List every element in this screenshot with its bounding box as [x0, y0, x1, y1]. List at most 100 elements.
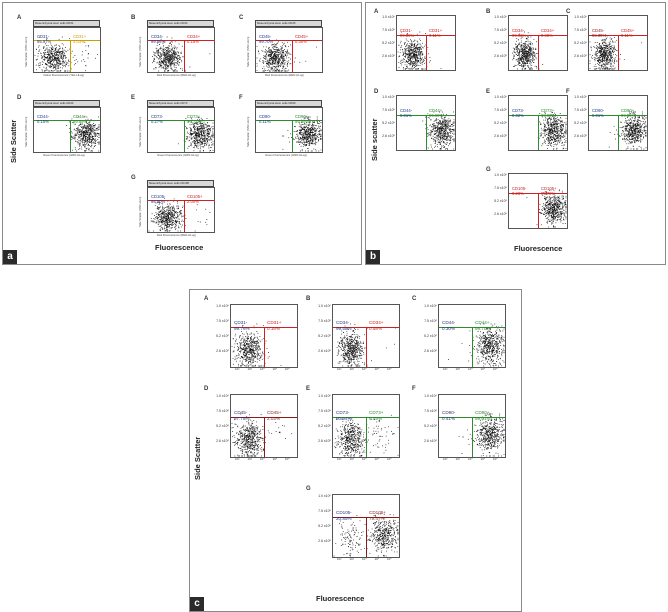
event-dot	[199, 128, 201, 130]
event-dot	[166, 50, 168, 51]
event-dot	[302, 136, 304, 138]
event-dot	[278, 70, 280, 72]
event-dot	[161, 54, 163, 56]
event-dot	[167, 207, 169, 209]
event-dot	[163, 55, 165, 57]
event-dot	[285, 68, 287, 70]
event-dot	[82, 126, 84, 128]
event-dot	[203, 128, 205, 130]
event-dot	[416, 53, 418, 55]
event-dot	[410, 38, 411, 40]
event-dot	[529, 63, 531, 64]
event-dot	[410, 67, 412, 69]
event-dot	[312, 126, 314, 128]
negative-gate-label: CD45- 99.70%	[259, 34, 274, 45]
event-dot	[514, 64, 516, 66]
event-dot	[90, 133, 92, 135]
event-dot	[163, 211, 165, 213]
event-dot	[272, 47, 274, 49]
event-dot	[170, 58, 172, 60]
event-dot	[158, 52, 160, 54]
event-dot	[98, 134, 100, 136]
event-dot	[256, 57, 258, 59]
event-dot	[164, 207, 166, 208]
event-dot	[319, 138, 321, 140]
event-dot	[41, 70, 43, 72]
event-dot	[318, 123, 320, 125]
event-dot	[85, 140, 87, 142]
event-dot	[85, 122, 87, 124]
event-dot	[166, 36, 168, 38]
event-dot	[150, 220, 152, 222]
event-dot	[281, 54, 283, 56]
event-dot	[172, 47, 174, 49]
event-dot	[71, 121, 73, 123]
event-dot	[86, 131, 87, 133]
event-dot	[190, 128, 192, 130]
event-dot	[422, 47, 424, 49]
subplot-header: Mesenchymal stem cells CD34	[147, 20, 214, 27]
event-dot	[180, 212, 182, 214]
event-dot	[168, 209, 170, 211]
event-dot	[599, 63, 601, 65]
event-dot	[264, 54, 266, 56]
event-dot	[595, 68, 597, 70]
event-dot	[523, 42, 525, 44]
event-dot	[207, 122, 209, 124]
event-dot	[205, 134, 207, 136]
event-dot	[65, 57, 67, 58]
event-dot	[301, 141, 303, 143]
event-dot	[305, 125, 307, 127]
event-dot	[266, 54, 268, 56]
event-dot	[526, 59, 528, 61]
event-dot	[42, 48, 44, 50]
event-dot	[169, 42, 171, 44]
event-dot	[264, 57, 266, 59]
event-dot	[160, 64, 162, 66]
event-dot	[87, 132, 89, 134]
event-dot	[167, 65, 169, 66]
event-dot	[177, 216, 179, 218]
event-dot	[290, 58, 291, 60]
event-dot	[81, 51, 83, 53]
event-dot	[312, 142, 313, 144]
event-dot	[58, 58, 60, 60]
dot-cloud	[148, 197, 211, 232]
event-dot	[414, 67, 415, 68]
gate-vertical-line	[70, 120, 71, 152]
event-dot	[418, 57, 419, 59]
event-dot	[162, 62, 164, 64]
gate-horizontal-line	[509, 35, 567, 36]
event-dot	[279, 51, 281, 53]
event-dot	[204, 130, 206, 132]
event-dot	[180, 210, 181, 211]
event-dot	[199, 127, 201, 129]
event-dot	[167, 46, 169, 48]
event-dot	[277, 59, 279, 61]
event-dot	[171, 37, 173, 39]
event-dot	[307, 138, 309, 140]
event-dot	[318, 134, 320, 136]
event-dot	[416, 59, 418, 61]
event-dot	[276, 50, 278, 52]
event-dot	[59, 60, 61, 62]
event-dot	[71, 136, 73, 138]
event-dot	[400, 60, 402, 62]
event-dot	[264, 51, 266, 53]
event-dot	[87, 129, 89, 131]
event-dot	[58, 70, 60, 72]
event-dot	[529, 40, 531, 42]
event-dot	[416, 49, 418, 50]
event-dot	[197, 132, 199, 134]
event-dot	[305, 60, 307, 62]
event-dot	[410, 48, 412, 50]
event-dot	[166, 215, 168, 217]
event-dot	[606, 36, 608, 38]
event-dot	[194, 147, 196, 149]
event-dot	[46, 47, 48, 49]
event-dot	[167, 67, 169, 69]
event-dot	[299, 141, 300, 143]
event-dot	[423, 45, 425, 47]
event-dot	[282, 54, 284, 56]
event-dot	[55, 44, 57, 46]
